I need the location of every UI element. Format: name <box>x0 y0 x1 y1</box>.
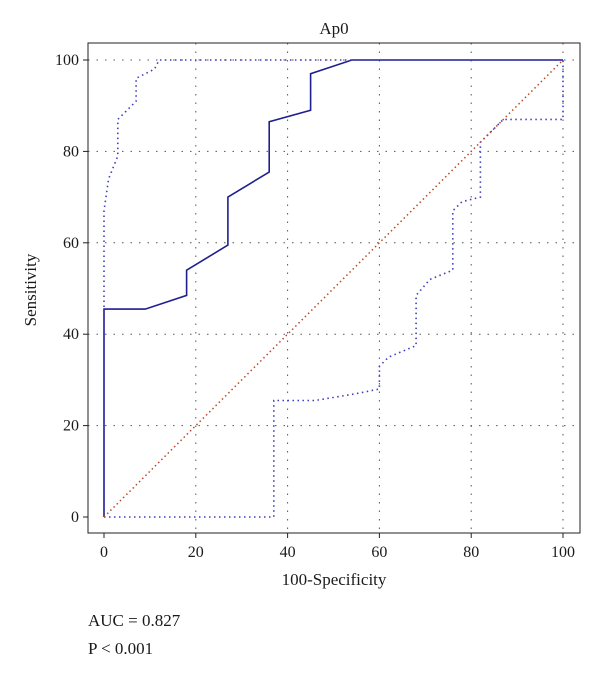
y-tick-label: 60 <box>63 235 79 252</box>
y-tick-label: 20 <box>63 418 79 435</box>
series-group <box>103 59 564 518</box>
plot-frame <box>87 42 581 534</box>
roc-chart: Ap0 0 20 40 60 80 100 0 20 40 60 80 100 100-Specifi… <box>21 19 581 589</box>
x-tick-label: 60 <box>371 544 387 561</box>
x-axis-label: 100-Specificity <box>282 570 387 589</box>
tick-labels: 0 20 40 60 80 100 0 20 40 60 80 100 <box>55 52 575 561</box>
auc-value: AUC = 0.827 <box>88 611 181 630</box>
y-tick-label: 40 <box>63 326 79 343</box>
x-tick-label: 80 <box>463 544 479 561</box>
series-ci-upper <box>103 59 563 517</box>
y-tick-label: 100 <box>55 52 79 69</box>
axes <box>83 42 581 538</box>
p-value: P < 0.001 <box>88 639 154 658</box>
x-tick-label: 0 <box>100 544 108 561</box>
chart-title: Ap0 <box>319 19 348 38</box>
series-roc <box>103 59 563 517</box>
y-tick-label: 80 <box>63 143 79 160</box>
x-tick-label: 100 <box>551 544 575 561</box>
x-tick-label: 20 <box>188 544 204 561</box>
x-tick-label: 40 <box>280 544 296 561</box>
y-tick-label: 0 <box>71 509 79 526</box>
y-axis-label: Sensitivity <box>21 253 40 326</box>
grid <box>88 43 580 533</box>
series-ci-lower <box>104 60 564 518</box>
